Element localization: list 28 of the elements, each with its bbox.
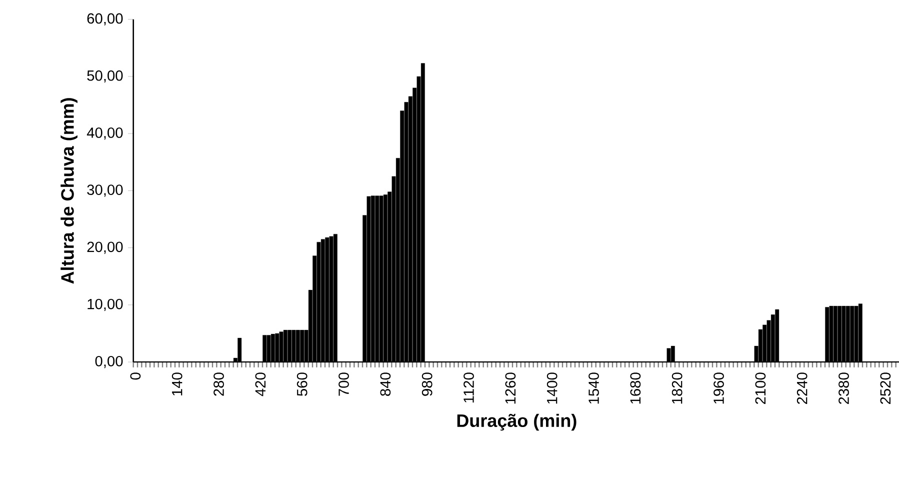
x-tick-label: 0 <box>130 372 141 380</box>
y-tick-label: 30,00 <box>87 184 123 197</box>
x-tick-label: 980 <box>422 372 432 396</box>
x-tick-label: 700 <box>338 372 349 396</box>
x-tick-label: 2100 <box>755 372 766 404</box>
y-tick-label: 0,00 <box>95 356 123 368</box>
x-tick-label: 2240 <box>796 372 808 404</box>
y-axis-title: Altura de Chuva (mm) <box>60 98 78 284</box>
x-tick-label: 1540 <box>588 372 599 404</box>
y-tick-label: 20,00 <box>87 242 123 254</box>
x-tick-label: 2380 <box>838 372 849 404</box>
x-tick-label: 420 <box>255 372 266 396</box>
x-tick-label: 1120 <box>464 372 474 402</box>
x-axis-title: Duração (min) <box>457 414 576 431</box>
y-tick-label: 40,00 <box>86 128 123 140</box>
x-tick-label: 560 <box>296 372 308 396</box>
x-tick-label: 2520 <box>880 372 891 404</box>
x-tick-label: 1960 <box>714 372 724 404</box>
x-tick-label: 1680 <box>630 372 641 404</box>
x-tick-label: 1400 <box>546 372 558 404</box>
x-tick-label: 1820 <box>672 372 682 404</box>
x-tick-label: 280 <box>214 372 224 396</box>
x-tick-label: 840 <box>380 372 391 396</box>
y-tick-label: 60,00 <box>87 13 123 26</box>
x-tick-label: 1260 <box>505 372 516 404</box>
x-tick-label: 140 <box>172 372 182 396</box>
y-tick-label: 10,00 <box>88 298 123 311</box>
y-tick-label: 50,00 <box>87 70 123 83</box>
